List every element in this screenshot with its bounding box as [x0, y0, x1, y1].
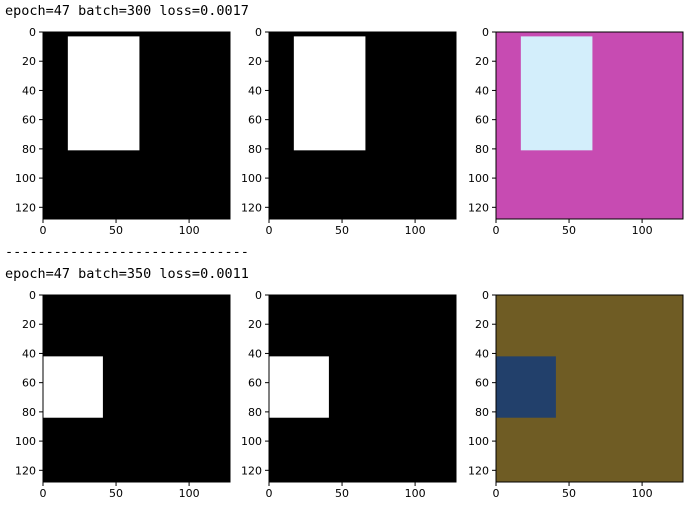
y-tick-label: 20 [475, 318, 489, 331]
y-tick-label: 100 [15, 435, 36, 448]
y-tick-label: 20 [248, 318, 262, 331]
axes-frame [42, 31, 231, 220]
y-tick-label: 20 [248, 55, 262, 68]
y-tick-label: 40 [22, 84, 36, 97]
axes-frame [495, 31, 684, 220]
y-tick-label: 80 [22, 406, 36, 419]
y-tick-label: 40 [248, 84, 262, 97]
y-tick-label: 60 [248, 377, 262, 390]
y-tick-label: 100 [468, 435, 489, 448]
y-tick-label: 20 [22, 55, 36, 68]
x-tick-label: 50 [335, 487, 349, 500]
y-tick-label: 0 [255, 289, 262, 302]
x-tick-label: 50 [562, 487, 576, 500]
y-tick-label: 80 [248, 406, 262, 419]
x-tick-label: 0 [40, 487, 47, 500]
mask-rectangle [496, 356, 556, 418]
log-line-batch-350: epoch=47 batch=350 loss=0.0011 [5, 266, 249, 282]
y-tick-label: 60 [22, 114, 36, 127]
y-tick-label: 120 [15, 464, 36, 477]
plot-batch-300-panel-1: 0 50 100 0 20 40 60 80 100 120 [15, 26, 231, 237]
y-tick-label: 100 [241, 172, 262, 185]
mask-rectangle [67, 36, 140, 151]
y-tick-label: 80 [475, 143, 489, 156]
plot-batch-350-panel-1: 0 50 100 0 20 40 60 80 100 120 [15, 289, 231, 500]
y-tick-label: 120 [241, 201, 262, 214]
y-tick-label: 80 [22, 143, 36, 156]
mask-rectangle [520, 36, 593, 151]
y-tick-label: 20 [22, 318, 36, 331]
x-tick-label: 100 [179, 487, 200, 500]
y-tick-label: 120 [468, 201, 489, 214]
plot-batch-300-panel-3: 0 50 100 0 20 40 60 80 100 120 [468, 26, 684, 237]
plot-batch-350-panel-3: 0 50 100 0 20 40 60 80 100 120 [468, 289, 684, 500]
x-tick-label: 0 [40, 224, 47, 237]
log-line-batch-300: epoch=47 batch=300 loss=0.0017 [5, 3, 249, 19]
y-tick-label: 40 [475, 347, 489, 360]
x-tick-label: 50 [335, 224, 349, 237]
y-tick-label: 60 [475, 114, 489, 127]
axes-frame [268, 31, 457, 220]
y-tick-label: 120 [241, 464, 262, 477]
mask-rectangle [269, 356, 329, 418]
axes-frame [42, 294, 231, 483]
y-tick-label: 40 [475, 84, 489, 97]
y-tick-label: 120 [15, 201, 36, 214]
y-tick-label: 20 [475, 55, 489, 68]
y-tick-label: 80 [475, 406, 489, 419]
plot-batch-350-panel-2: 0 50 100 0 20 40 60 80 100 120 [241, 289, 457, 500]
y-tick-label: 80 [248, 143, 262, 156]
y-tick-label: 0 [482, 26, 489, 39]
x-tick-label: 0 [493, 224, 500, 237]
y-tick-label: 60 [22, 377, 36, 390]
x-tick-label: 50 [109, 487, 123, 500]
y-tick-label: 40 [22, 347, 36, 360]
axes-frame [268, 294, 457, 483]
x-tick-label: 100 [179, 224, 200, 237]
x-tick-label: 100 [632, 224, 653, 237]
x-tick-label: 50 [109, 224, 123, 237]
axes-frame [495, 294, 684, 483]
plot-batch-300-panel-2: 0 50 100 0 20 40 60 80 100 120 [241, 26, 457, 237]
y-tick-label: 0 [482, 289, 489, 302]
x-tick-label: 50 [562, 224, 576, 237]
mask-rectangle [293, 36, 366, 151]
y-tick-label: 40 [248, 347, 262, 360]
y-tick-label: 0 [255, 26, 262, 39]
y-tick-label: 120 [468, 464, 489, 477]
x-tick-label: 0 [493, 487, 500, 500]
y-tick-label: 100 [15, 172, 36, 185]
mask-rectangle [43, 356, 103, 418]
y-tick-label: 60 [475, 377, 489, 390]
x-tick-label: 100 [632, 487, 653, 500]
y-tick-label: 100 [468, 172, 489, 185]
y-tick-label: 60 [248, 114, 262, 127]
x-tick-label: 0 [266, 224, 273, 237]
x-tick-label: 100 [405, 487, 426, 500]
separator-line: ------------------------------ [5, 244, 249, 260]
y-tick-label: 0 [29, 289, 36, 302]
y-tick-label: 0 [29, 26, 36, 39]
x-tick-label: 0 [266, 487, 273, 500]
x-tick-label: 100 [405, 224, 426, 237]
y-tick-label: 100 [241, 435, 262, 448]
